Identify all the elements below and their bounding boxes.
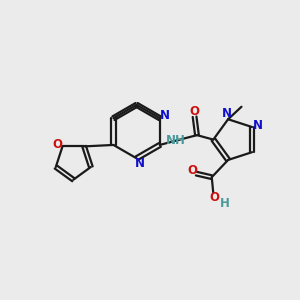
Text: N: N [160,109,170,122]
Text: N: N [135,157,145,170]
Text: O: O [187,164,197,177]
Text: N: N [222,107,232,120]
Text: H: H [220,196,230,209]
Text: N: N [253,119,263,132]
Text: NH: NH [166,134,185,147]
Text: O: O [52,138,62,152]
Text: O: O [209,191,219,204]
Text: O: O [190,105,200,118]
